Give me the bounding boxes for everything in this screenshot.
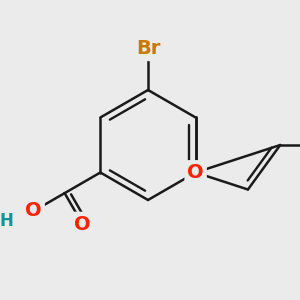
Text: O: O <box>26 202 42 220</box>
Text: O: O <box>74 214 91 234</box>
Text: Br: Br <box>136 39 160 58</box>
Text: O: O <box>187 163 204 182</box>
Text: H: H <box>0 212 14 230</box>
